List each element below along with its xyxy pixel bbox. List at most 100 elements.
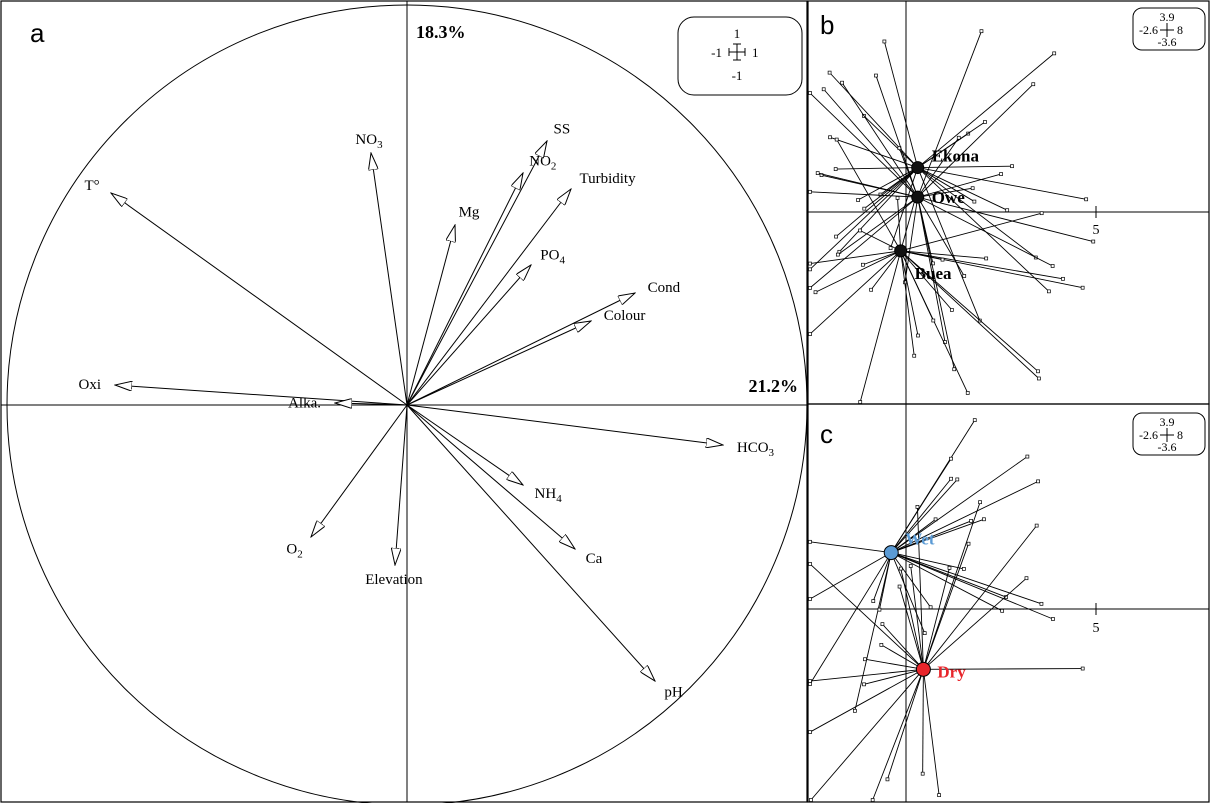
label-colour-text: Colour	[604, 308, 646, 324]
sample-point	[885, 777, 890, 782]
star-ray	[923, 525, 1038, 670]
sample-point	[915, 505, 920, 509]
star-ray	[900, 250, 1064, 280]
sample-point	[858, 228, 862, 233]
sample-point	[879, 643, 884, 647]
sample-point	[898, 566, 903, 571]
panel-c-stars	[808, 418, 1085, 802]
star-ray	[900, 198, 916, 251]
sample-point	[962, 274, 967, 278]
vector-ph	[406, 404, 655, 681]
star-ray	[891, 518, 985, 554]
label-no2-text: NO	[529, 153, 551, 169]
star-ray	[923, 577, 1027, 670]
sample-point	[1084, 197, 1089, 202]
sample-point	[983, 120, 987, 124]
axis1-variance: 21.2%	[749, 376, 799, 396]
panel-c-tick-label: 5	[1093, 621, 1100, 636]
label-no3: NO3	[355, 132, 383, 151]
scale-box-frame	[677, 16, 803, 96]
star-ray	[859, 230, 901, 252]
sample-point	[808, 682, 812, 686]
label-hco3: HCO3	[737, 440, 775, 459]
sample-point	[937, 793, 941, 797]
sample-point	[1039, 601, 1044, 606]
sample-point	[835, 252, 840, 257]
sample-point	[1036, 369, 1040, 374]
star-ray	[862, 250, 901, 266]
sample-point	[1025, 454, 1030, 459]
star-ray	[900, 250, 915, 356]
star-ray	[815, 250, 901, 293]
star-ray	[882, 623, 924, 670]
panel-c-centroids: Wet Dry	[883, 530, 966, 681]
panel-c-scale-bottom: -3.6	[1158, 440, 1177, 454]
sample-point	[1039, 211, 1044, 216]
sample-point	[947, 565, 952, 570]
star-ray	[891, 552, 1054, 620]
panel-b-scale-frame	[1132, 7, 1206, 51]
sample-point	[928, 605, 933, 610]
sample-point	[880, 622, 885, 626]
star-ray	[922, 669, 924, 774]
vector-colour	[406, 321, 591, 406]
panel-a-scale-box: 1 -1 -1 1	[677, 16, 803, 96]
label-po4: PO4	[540, 248, 565, 267]
star-ray	[890, 552, 931, 608]
star-ray	[817, 172, 918, 198]
star-ray	[890, 479, 958, 553]
star-ray	[841, 82, 919, 198]
sample-point	[808, 261, 812, 266]
sample-point	[853, 708, 857, 713]
centroid-owe	[911, 190, 925, 204]
vector-o2	[311, 404, 408, 537]
star-ray	[900, 250, 934, 321]
sample-point	[871, 599, 876, 603]
vector-t	[111, 193, 408, 406]
label-ss: SS	[554, 122, 571, 138]
sample-point	[949, 456, 953, 461]
star-ray	[809, 541, 892, 554]
sample-point	[808, 730, 812, 734]
sample-point	[999, 172, 1003, 176]
sample-point	[840, 80, 844, 85]
sample-point	[833, 167, 838, 171]
star-ray	[916, 506, 924, 670]
label-po4-subscript: 4	[559, 255, 565, 267]
sample-point	[969, 519, 973, 523]
sample-point	[916, 333, 920, 338]
star-ray	[809, 668, 924, 682]
sample-point	[949, 476, 953, 481]
star-ray	[863, 115, 919, 168]
star-ray	[835, 167, 918, 170]
sample-point	[982, 517, 986, 522]
sample-point	[1010, 164, 1014, 169]
panel-a-frame	[0, 0, 808, 803]
panel-b-stars	[808, 29, 1096, 404]
star-ray	[809, 92, 919, 198]
label-nh4-subscript: 4	[556, 493, 562, 505]
star-ray	[917, 121, 986, 168]
centroid-ekona	[911, 161, 925, 175]
label-ph-text: pH	[664, 684, 683, 700]
panel-b-letter: b	[820, 10, 834, 40]
sample-point	[813, 290, 818, 295]
star-ray	[872, 669, 924, 801]
star-ray	[872, 552, 892, 602]
label-cond-text: Cond	[648, 280, 681, 296]
star-ray	[863, 668, 924, 685]
sample-point	[972, 199, 977, 204]
centroid-wet	[883, 545, 899, 561]
star-ray	[900, 250, 1039, 372]
sample-point	[808, 286, 812, 290]
sample-point	[978, 500, 982, 505]
sample-point	[882, 39, 887, 44]
star-ray	[891, 552, 964, 570]
star-ray	[899, 586, 924, 670]
sample-point	[965, 391, 970, 395]
sample-point	[808, 597, 812, 601]
label-hco3-text: HCO	[737, 440, 769, 456]
star-ray	[900, 250, 943, 261]
sample-point	[984, 256, 989, 261]
star-ray	[887, 669, 924, 780]
